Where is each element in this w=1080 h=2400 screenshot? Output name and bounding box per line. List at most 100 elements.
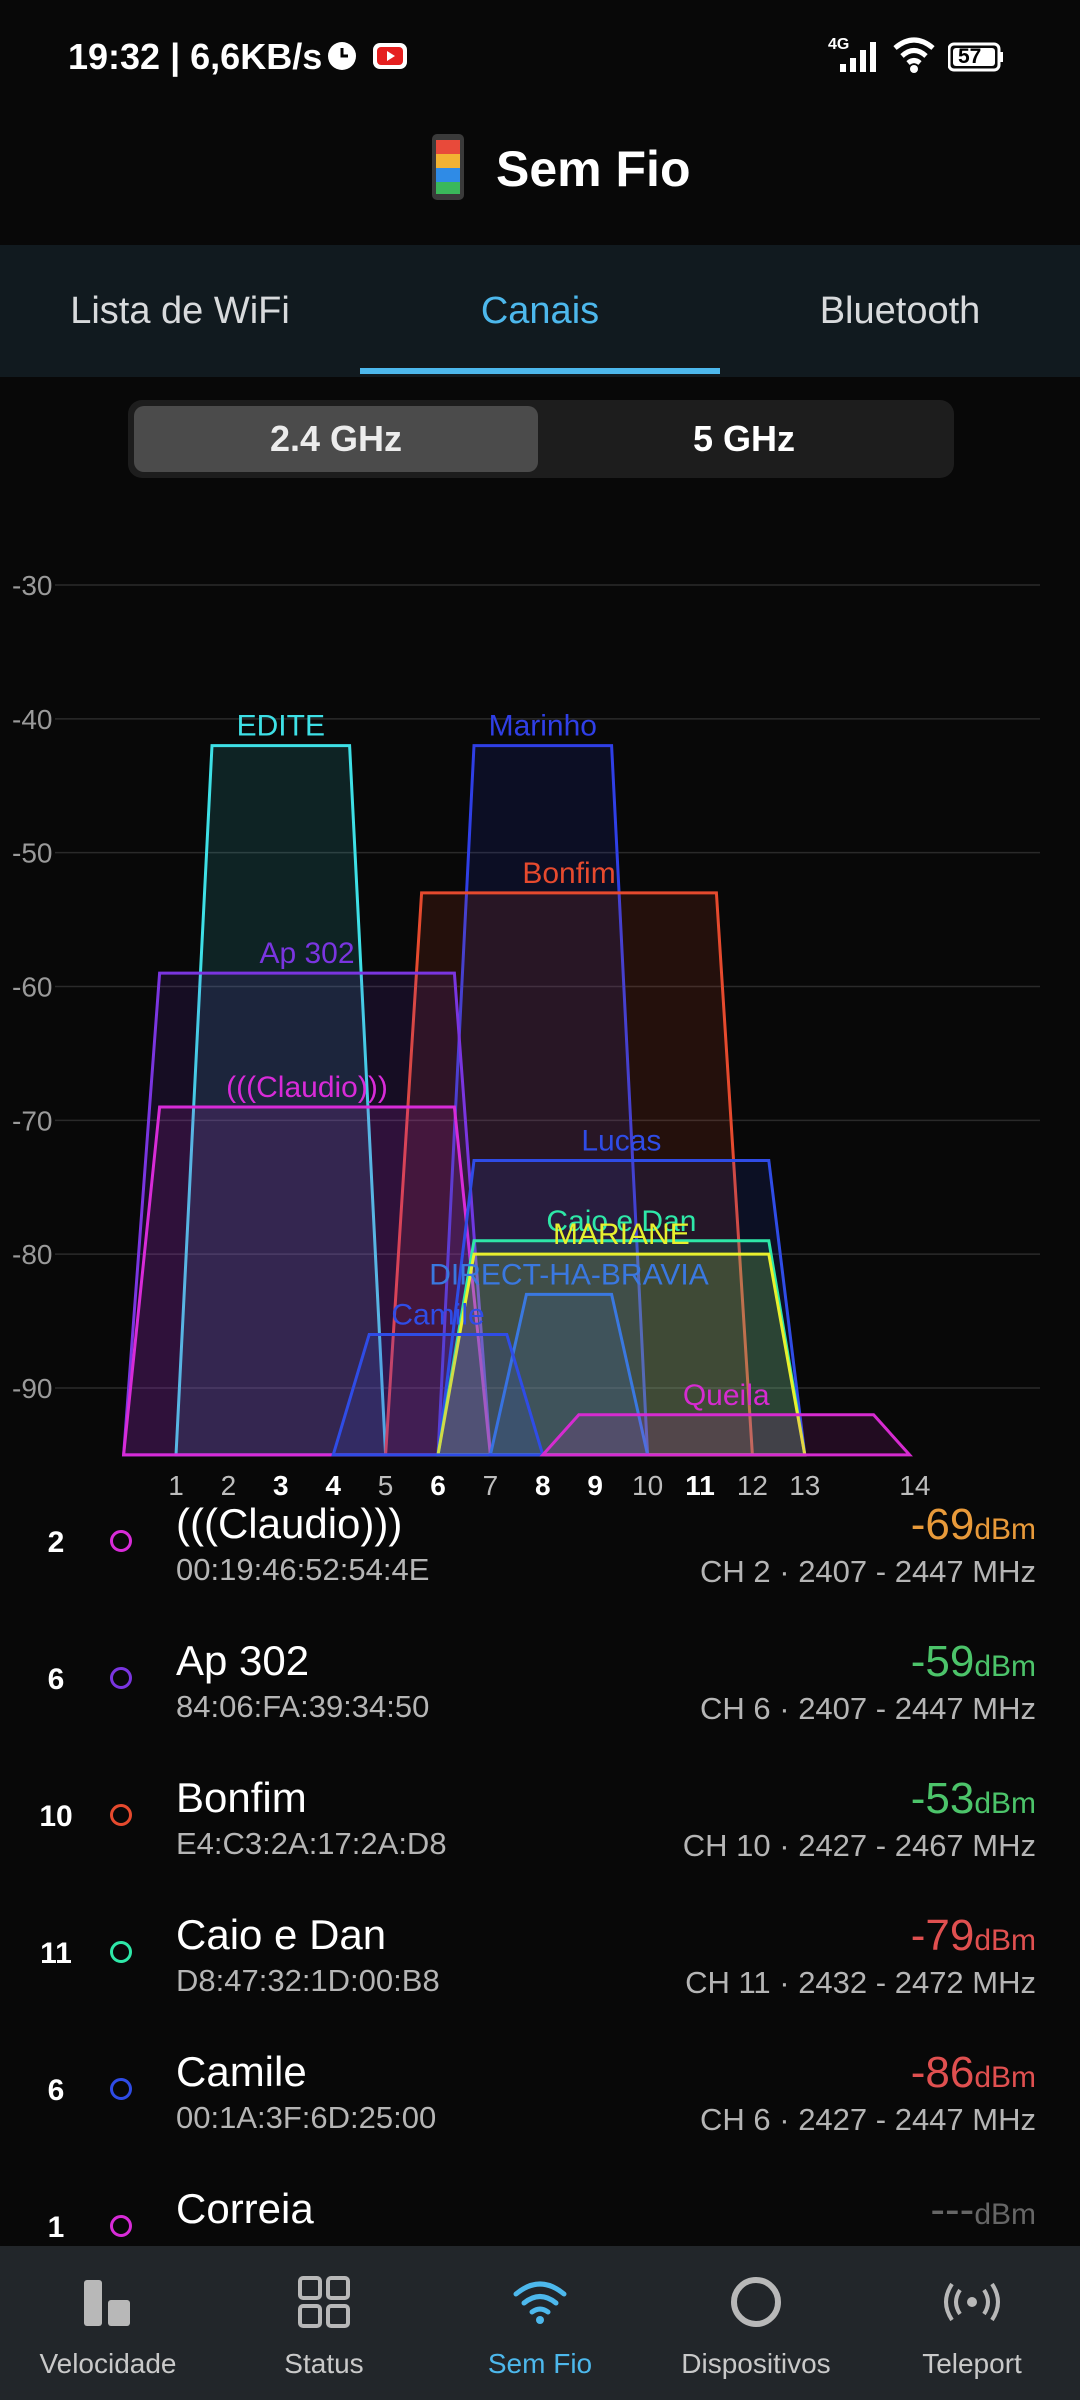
signal-value: --- — [930, 2185, 975, 2234]
network-bssid: 00:19:46:52:54:4E — [176, 1552, 430, 1587]
network-color-ring — [110, 1530, 132, 1552]
network-color-ring — [110, 1941, 132, 1963]
y-tick-label: -90 — [12, 1373, 52, 1404]
devices-ring-icon — [731, 2277, 781, 2327]
network-ssid: Caio e Dan — [176, 1911, 387, 1958]
signal-unit: dBm — [974, 1650, 1036, 1683]
wifi-icon — [513, 2281, 567, 2324]
band-5ghz-button[interactable]: 5 GHz — [692, 418, 796, 459]
y-tick-label: -30 — [12, 570, 52, 601]
nav-label: Status — [284, 2348, 364, 2379]
network-chart-label: Caio e Dan — [546, 1205, 696, 1238]
network-color-ring — [110, 2078, 132, 2100]
nav-sem-fio[interactable]: Sem Fio — [432, 2246, 648, 2400]
nav-dispositivos[interactable]: Dispositivos — [648, 2246, 864, 2400]
network-row[interactable]: 11 Caio e Dan D8:47:32:1D:00:B8 -79dBm CH 11… — [0, 1911, 1080, 2048]
x-tick-label: 11 — [685, 1470, 715, 1501]
band-2-4ghz-button[interactable]: 2.4 GHz — [134, 406, 538, 472]
channel-number: 6 — [47, 1663, 65, 1696]
x-tick-label: 14 — [899, 1470, 930, 1501]
network-chart-label: Marinho — [489, 710, 597, 743]
nav-teleport[interactable]: Teleport — [864, 2246, 1080, 2400]
network-chart-label: Lucas — [581, 1124, 661, 1157]
signal-unit: dBm — [974, 1513, 1036, 1546]
page-title: Sem Fio — [496, 141, 691, 197]
app-logo-icon — [428, 132, 468, 209]
network-bssid: E4:C3:2A:17:2A:D8 — [176, 1826, 447, 1861]
network-ssid: Bonfim — [176, 1774, 307, 1821]
channel-frequency-info: CH 10 · 2427 - 2467 MHz — [682, 1828, 1036, 1863]
y-tick-label: -60 — [12, 972, 52, 1003]
x-tick-label: 10 — [632, 1470, 663, 1501]
signal-unit: dBm — [974, 1924, 1036, 1957]
network-ssid: Camile — [176, 2048, 307, 2095]
signal-strength: -59dBm — [911, 1637, 1036, 1687]
channel-number: 11 — [40, 1937, 72, 1970]
network-channel-shape — [539, 1413, 913, 1457]
band-switch: 2.4 GHz 5 GHz — [128, 400, 954, 478]
network-chart-label: Camile — [391, 1298, 484, 1331]
signal-value: -79 — [910, 1911, 975, 1960]
network-bssid: 84:06:FA:39:34:50 — [176, 1689, 430, 1724]
x-tick-label: 9 — [587, 1470, 603, 1501]
y-tick-label: -70 — [12, 1105, 52, 1136]
tab-bluetooth[interactable]: Bluetooth — [819, 290, 981, 332]
teleport-icon — [944, 2282, 1000, 2322]
x-tick-label: 5 — [378, 1470, 394, 1501]
channel-number: 2 — [47, 1526, 65, 1559]
bottom-nav: Velocidade Status Sem Fio Dispositivos — [0, 2246, 1080, 2400]
x-tick-label: 6 — [430, 1470, 446, 1501]
channel-frequency-info: CH 6 · 2427 - 2447 MHz — [700, 2102, 1036, 2137]
channel-frequency-info: CH 11 · 2432 - 2472 MHz — [685, 1965, 1036, 2000]
x-tick-label: 4 — [325, 1470, 341, 1501]
nav-label: Teleport — [922, 2348, 1022, 2379]
nav-label: Velocidade — [39, 2348, 177, 2379]
x-tick-label: 8 — [535, 1470, 551, 1501]
nav-label: Dispositivos — [681, 2348, 831, 2379]
tab-bar: Lista de WiFi Canais Bluetooth — [0, 245, 1080, 377]
status-time: 19:32 | 6,6KB/s — [68, 36, 323, 77]
network-row[interactable]: 6 Camile 00:1A:3F:6D:25:00 -86dBm CH 6 · 242… — [0, 2048, 1080, 2185]
speed-bars-icon — [84, 2280, 130, 2326]
network-color-ring — [110, 1804, 132, 1826]
youtube-icon — [372, 40, 408, 77]
tab-channels[interactable]: Canais — [480, 290, 600, 332]
network-chart-label: (((Claudio))) — [226, 1071, 388, 1104]
x-tick-label: 1 — [168, 1470, 184, 1501]
battery-icon: 57 — [947, 42, 1004, 77]
status-bar: 19:32 | 6,6KB/s 4G 57 — [0, 0, 1080, 120]
network-chart-label: EDITE — [237, 710, 325, 743]
tab-indicator — [360, 368, 720, 374]
network-channel-shape — [331, 1332, 545, 1457]
grid-icon — [298, 2276, 350, 2328]
signal-strength: -53dBm — [911, 1774, 1036, 1824]
signal-strength: -86dBm — [911, 2048, 1036, 2098]
signal-value: -59 — [910, 1637, 975, 1686]
network-chart-label: DIRECT-HA-BRAVIA — [429, 1258, 708, 1291]
signal-strength: ---dBm — [930, 2185, 1036, 2235]
channel-frequency-info: CH 2 · 2407 - 2447 MHz — [700, 1554, 1036, 1589]
network-row[interactable]: 6 Ap 302 84:06:FA:39:34:50 -59dBm CH 6 · 240… — [0, 1637, 1080, 1774]
signal-unit: dBm — [974, 1787, 1036, 1820]
network-ssid: Correia — [176, 2185, 314, 2232]
nav-status[interactable]: Status — [216, 2246, 432, 2400]
network-row[interactable]: 2 (((Claudio))) 00:19:46:52:54:4E -69dBm CH … — [0, 1500, 1080, 1637]
nav-velocidade[interactable]: Velocidade — [0, 2246, 216, 2400]
signal-strength: -69dBm — [911, 1500, 1036, 1550]
cellular-signal-icon: 4G — [826, 36, 882, 81]
network-bssid: D8:47:32:1D:00:B8 — [176, 1963, 440, 1998]
network-color-ring — [110, 1667, 132, 1689]
network-color-ring — [110, 2215, 132, 2237]
channel-number: 6 — [47, 2074, 65, 2107]
x-tick-label: 12 — [737, 1470, 768, 1501]
tab-wifi-list[interactable]: Lista de WiFi — [70, 290, 290, 332]
network-row[interactable]: 10 Bonfim E4:C3:2A:17:2A:D8 -53dBm CH 10 · 2… — [0, 1774, 1080, 1911]
y-tick-label: -50 — [12, 838, 52, 869]
network-chart-label: Queila — [683, 1379, 770, 1412]
signal-unit: dBm — [974, 2061, 1036, 2094]
channel-frequency-info: CH 6 · 2407 - 2447 MHz — [700, 1691, 1036, 1726]
y-tick-label: -80 — [12, 1239, 52, 1270]
network-row[interactable]: 1 Correia ---dBm — [0, 2185, 1080, 2322]
y-tick-label: -40 — [12, 704, 52, 735]
network-chart-label: Ap 302 — [259, 937, 354, 970]
